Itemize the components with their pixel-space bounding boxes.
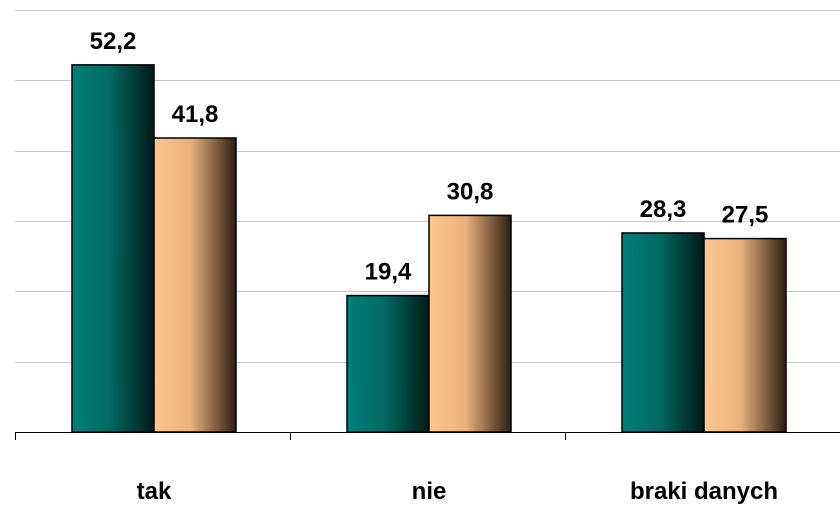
bar-braki-danych-series-1 (621, 232, 705, 433)
bar-nie-series-1 (346, 294, 430, 433)
value-labels: 52,2 19,4 28,3 41,8 30,8 27,5 (90, 28, 769, 286)
value-label: 19,4 (365, 259, 412, 286)
value-label: 27,5 (722, 202, 769, 229)
value-label: 28,3 (640, 196, 687, 223)
category-labels: tak nie braki danych (137, 478, 778, 505)
bar-tak-series-2 (153, 137, 237, 433)
value-label: 30,8 (447, 178, 494, 205)
bar-nie-series-2 (428, 214, 512, 433)
value-label: 52,2 (90, 28, 137, 55)
bar-braki-danych-series-2 (703, 237, 787, 433)
category-label: nie (412, 478, 447, 505)
x-axis (15, 432, 840, 440)
value-label: 41,8 (172, 101, 219, 128)
category-label: braki danych (630, 478, 778, 505)
bars (71, 64, 787, 433)
category-label: tak (137, 478, 172, 505)
bar-tak-series-1 (71, 64, 155, 433)
